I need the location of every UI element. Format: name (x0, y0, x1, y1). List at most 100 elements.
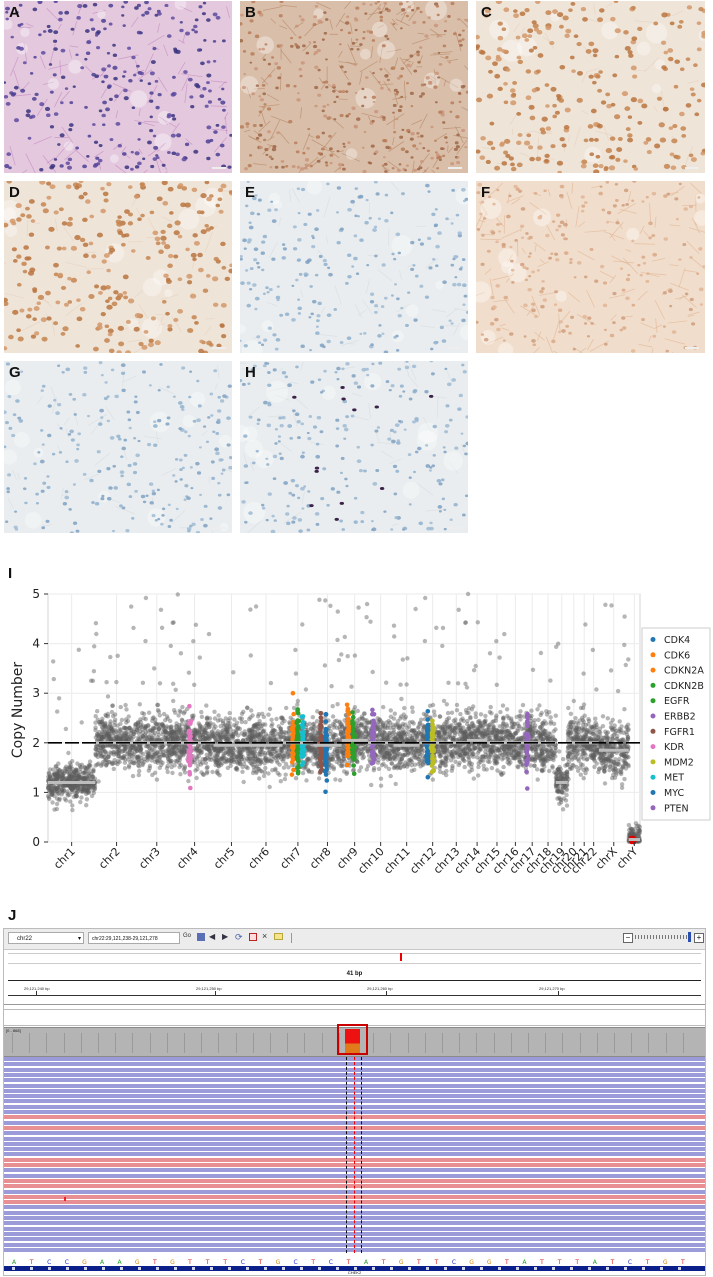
cn-point (558, 774, 564, 780)
cn-point (440, 625, 446, 631)
cn-point (112, 712, 118, 717)
cn-point (280, 717, 285, 722)
scale-bar (448, 167, 462, 169)
cn-point (75, 774, 81, 779)
cn-point (110, 703, 115, 708)
cn-point (437, 714, 442, 719)
cn-point (229, 759, 234, 764)
cn-point (278, 726, 284, 731)
cn-point (53, 771, 58, 776)
cn-point (89, 793, 95, 799)
cn-point (60, 773, 65, 778)
cn-point (133, 747, 139, 752)
cn-point (314, 754, 319, 759)
cn-point (136, 772, 141, 778)
cn-point (59, 788, 64, 793)
cn-point (78, 775, 83, 780)
cn-point (537, 703, 542, 708)
cn-point (79, 789, 84, 794)
cn-point (365, 749, 370, 754)
cn-point (581, 671, 586, 676)
cn-point (419, 744, 424, 749)
cn-point (454, 708, 460, 713)
cn-point (80, 786, 85, 792)
cn-point (51, 776, 57, 782)
cn-point (68, 770, 73, 775)
cn-point (497, 655, 502, 660)
cn-point (216, 713, 221, 718)
cn-point (93, 751, 98, 756)
cn-point (118, 721, 123, 727)
cn-point (542, 719, 547, 724)
cn-point (68, 784, 73, 789)
cn-point (387, 751, 393, 756)
cn-point (67, 774, 73, 779)
scale-bar (212, 347, 226, 349)
cn-point (55, 770, 60, 776)
cn-point (82, 770, 87, 776)
cn-point (566, 705, 571, 711)
cn-point (59, 788, 65, 793)
scale-bar (448, 527, 462, 529)
cn-point (54, 764, 59, 769)
cn-point (61, 770, 67, 776)
cn-point (74, 790, 79, 796)
cn-point (445, 747, 450, 753)
cn-point (513, 753, 518, 759)
cn-point (73, 783, 78, 788)
cn-point (152, 666, 157, 671)
cn-point (70, 775, 75, 780)
cn-point (63, 726, 69, 732)
cn-point (249, 708, 254, 713)
cn-point (466, 706, 472, 711)
cn-point (52, 771, 57, 776)
cn-point (243, 720, 248, 725)
cn-point (54, 786, 60, 791)
cn-point (547, 768, 552, 774)
cn-point (410, 705, 415, 710)
cn-point (340, 763, 345, 769)
cn-point (218, 736, 223, 741)
cn-point (335, 637, 340, 643)
cn-point (360, 756, 365, 761)
cn-point (391, 716, 397, 721)
cn-point (67, 773, 72, 778)
cn-point (391, 623, 397, 628)
cn-point (69, 774, 74, 780)
cn-point (574, 752, 579, 757)
cn-point (411, 721, 416, 726)
cn-point (150, 725, 156, 730)
cn-point (81, 770, 87, 776)
cn-point (231, 729, 236, 734)
cn-point (111, 766, 117, 772)
cn-point (79, 720, 84, 725)
cn-point (129, 751, 134, 756)
cn-point (314, 719, 320, 724)
cn-point (362, 711, 367, 716)
cn-point (128, 760, 133, 765)
cn-point (131, 727, 136, 732)
cn-point (261, 714, 266, 720)
cn-point (89, 771, 94, 777)
cn-point (293, 671, 299, 676)
cn-point (240, 764, 245, 770)
cn-point (93, 763, 98, 768)
cn-point (161, 711, 167, 717)
cn-point (214, 754, 219, 759)
cn-point (80, 776, 85, 782)
cn-point (461, 757, 466, 763)
cn-point (465, 732, 470, 737)
cn-point (248, 607, 253, 612)
cn-point (107, 732, 112, 738)
cn-point (186, 670, 192, 675)
cn-point (100, 716, 105, 721)
cn-point (254, 769, 259, 774)
cn-point (561, 790, 566, 795)
cn-point (510, 724, 515, 730)
cn-point (395, 751, 400, 756)
cn-point (56, 784, 61, 790)
cn-point (199, 714, 205, 719)
cn-point (134, 727, 140, 733)
cn-point (79, 762, 85, 767)
cn-point (464, 685, 470, 690)
